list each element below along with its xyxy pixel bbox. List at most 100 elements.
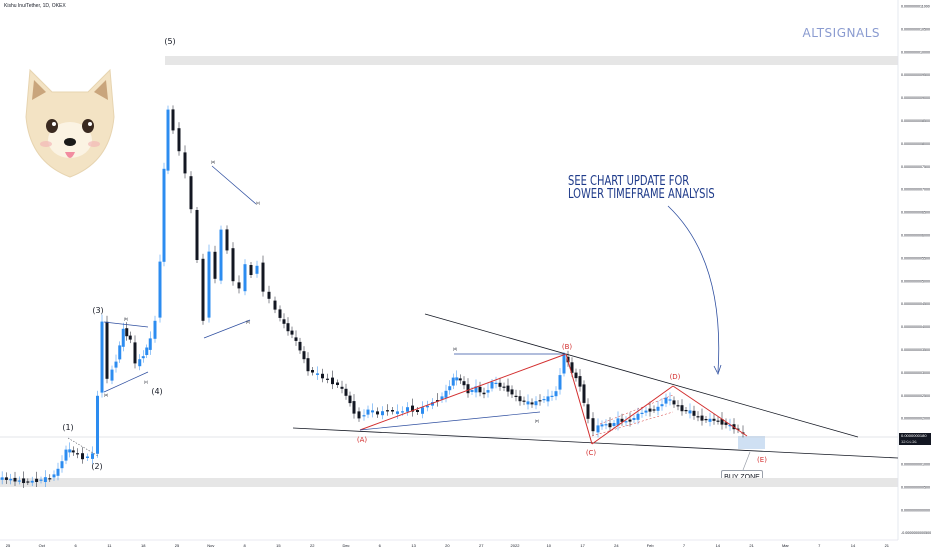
wave-label: (D): [670, 373, 681, 381]
candle-body: [458, 378, 462, 381]
pair-title: Kishu Inu/Tether, 1D, OKEX: [4, 3, 66, 9]
x-tick-label: 7: [683, 543, 686, 548]
candle-body: [600, 424, 604, 427]
wave-c-d: [591, 385, 674, 445]
y-tick-label: 0.0000000002500: [901, 394, 930, 398]
wave3-lower: [103, 371, 149, 393]
candle-body: [620, 418, 624, 422]
candle-body: [591, 418, 595, 432]
candle-body: [510, 389, 514, 395]
wave3-upper: [103, 321, 149, 328]
y-tick-label: 0.0000000002000: [901, 417, 930, 421]
candle-body: [570, 362, 574, 373]
y-tick-label: 0.0000000005000: [901, 279, 930, 283]
candle-body: [340, 386, 344, 389]
x-tick-label: 21: [749, 543, 754, 548]
y-tick-label: 0.0000000003000: [901, 371, 930, 375]
candle-body: [294, 337, 298, 341]
candle-body: [522, 400, 526, 402]
x-tick-label: 22: [310, 543, 315, 548]
candle-body: [39, 479, 43, 481]
candle-body: [668, 399, 672, 401]
candle-body: [162, 168, 166, 262]
candle-body: [118, 345, 122, 360]
x-tick-label: Mar: [782, 543, 790, 548]
candle-body: [311, 370, 314, 373]
x-tick-label: 6: [74, 543, 77, 548]
candle-body: [604, 424, 608, 426]
y-tick-label: 0.0000000006000: [901, 234, 930, 238]
candle-body: [52, 474, 56, 478]
wave-label: (4): [151, 387, 162, 396]
x-tick-label: 14: [716, 543, 721, 548]
candle-body: [213, 251, 217, 279]
candle-body: [357, 411, 361, 419]
candle-body: [290, 330, 294, 335]
candle-body: [624, 421, 628, 423]
x-tick-label: 14: [851, 543, 856, 548]
callout-arrow-head: [713, 364, 722, 376]
y-tick-label: 0.0000000003500: [901, 348, 930, 352]
candle-body: [466, 384, 470, 394]
candle-body: [636, 413, 640, 420]
candle-body: [411, 405, 414, 412]
wave-label: (A): [357, 436, 368, 444]
candle-body: [474, 386, 478, 393]
wave-labels-layer: (1) (2) (3) (4) (5) (A) (B) (C) (D) (E) (a) (b) (c) (…: [62, 37, 767, 471]
candle-body: [664, 397, 668, 404]
wave-label: (E): [757, 456, 767, 464]
candle-body: [652, 409, 656, 411]
candle-body: [114, 361, 118, 368]
candle-body: [278, 309, 282, 318]
buy-zone-area: [738, 436, 765, 449]
wave-label: (2): [91, 462, 102, 471]
candle-body: [141, 356, 145, 359]
x-tick-label: 6: [379, 543, 382, 548]
sub-wave-label: (d): [453, 347, 457, 351]
candle-body: [158, 261, 162, 318]
candle-body: [644, 410, 648, 413]
candle-body: [518, 396, 522, 402]
candle-body: [586, 404, 590, 419]
candle-body: [128, 335, 132, 340]
candle-body: [166, 109, 170, 171]
x-tick-label: 11: [107, 543, 112, 548]
candle-body: [632, 418, 636, 420]
x-tick-label: 17: [580, 543, 585, 548]
y-tick-label: 0.0000000006500: [901, 211, 930, 215]
candle-body: [336, 382, 339, 385]
wave5-lower: [203, 319, 251, 339]
candle-body: [494, 382, 498, 384]
candle-body: [596, 425, 600, 433]
candle-body: [720, 419, 724, 425]
candle-body: [81, 453, 84, 460]
x-tick-label: 13: [411, 543, 416, 548]
candle-body: [530, 402, 534, 405]
candle-body: [672, 400, 676, 405]
candle-body: [506, 385, 510, 392]
candle-body: [451, 377, 455, 386]
y-tick-label: 0.0000000000500: [901, 485, 930, 489]
candle-body: [490, 382, 494, 389]
x-tick-label: Oct: [39, 543, 46, 548]
candle-body: [249, 265, 253, 275]
callout-line-2: LOWER TIMEFRAME ANALYSIS: [568, 187, 715, 202]
brand-watermark: ALTSIGNALS: [802, 26, 880, 40]
candle-body: [684, 410, 688, 412]
candle-body: [91, 453, 94, 459]
candle-body: [68, 449, 72, 453]
candle-body: [391, 410, 394, 412]
candle-body: [660, 404, 664, 407]
wave-label: (5): [164, 37, 175, 46]
x-tick-label: Dec: [342, 543, 349, 548]
x-tick-label: 24: [614, 543, 619, 548]
sub-wave-label: (b): [246, 320, 250, 324]
candle-body: [546, 396, 550, 402]
candle-body: [13, 477, 17, 482]
wave-label: (B): [562, 343, 573, 351]
sub-wave-label: (e): [535, 419, 539, 423]
candle-body: [48, 478, 52, 480]
x-tick-label: 20: [445, 543, 450, 548]
shiba-logo: [25, 68, 115, 178]
